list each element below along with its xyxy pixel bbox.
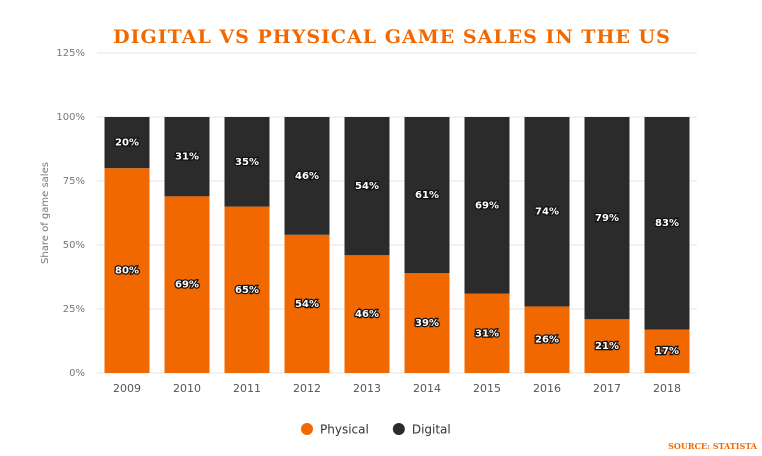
bar-segment [584, 117, 630, 320]
value-label: 74% [535, 207, 559, 218]
legend-marker [392, 423, 405, 435]
bar-segment [404, 117, 450, 274]
value-label: 21% [595, 341, 619, 352]
value-label: 26% [535, 335, 559, 346]
bar-segment [164, 117, 210, 197]
value-label: 35% [235, 157, 259, 168]
value-label: 17% [655, 346, 679, 357]
bar-segment [464, 117, 510, 294]
bar-segment [284, 117, 330, 235]
bar-segment [344, 117, 390, 256]
bar-segment [404, 273, 450, 373]
value-label: 83% [655, 218, 679, 229]
value-label: 54% [295, 299, 319, 310]
x-tick-label: 2016 [533, 382, 561, 395]
source: SOURCE: STATISTA [668, 441, 758, 451]
value-label: 31% [475, 328, 499, 339]
y-tick-label: 50% [63, 240, 85, 251]
x-tick-label: 2013 [353, 382, 381, 395]
legend-marker [301, 423, 313, 435]
value-label: 46% [355, 309, 379, 320]
bar-segment [224, 117, 270, 207]
bar-segment [104, 168, 150, 373]
bar-segment [524, 117, 570, 307]
y-tick-label: 25% [63, 304, 85, 315]
bar-segment [524, 306, 570, 373]
bar-segment [284, 234, 330, 373]
y-tick-label: 75% [63, 176, 85, 187]
bar-segment [644, 117, 690, 330]
y-axis-label: Share of game sales [40, 162, 51, 264]
y-tick-label: 125% [56, 48, 85, 59]
value-label: 54% [355, 181, 379, 192]
x-tick-label: 2012 [293, 382, 321, 395]
x-tick-label: 2011 [233, 382, 261, 395]
legend-label: Physical [320, 423, 369, 437]
y-tick-label: 100% [56, 112, 85, 123]
bar-segment [464, 293, 510, 373]
bar-segment [584, 319, 630, 373]
x-tick-label: 2014 [413, 382, 441, 395]
value-label: 79% [595, 213, 619, 224]
value-label: 20% [115, 138, 139, 149]
x-tick-label: 2018 [653, 382, 681, 395]
value-label: 80% [115, 266, 139, 277]
value-label: 39% [415, 318, 439, 329]
bar-segment [344, 255, 390, 373]
x-tick-label: 2010 [173, 382, 201, 395]
legend-label: Digital [412, 423, 451, 437]
value-label: 31% [175, 152, 199, 163]
y-tick-label: 0% [69, 368, 85, 379]
bar-segment [224, 206, 270, 373]
value-label: 69% [175, 280, 199, 291]
x-tick-label: 2017 [593, 382, 621, 395]
bar-segment [164, 196, 210, 373]
value-label: 65% [235, 285, 259, 296]
bar-segment [644, 329, 690, 373]
value-label: 61% [415, 190, 439, 201]
x-tick-label: 2015 [473, 382, 501, 395]
value-label: 46% [295, 171, 319, 182]
x-tick-label: 2009 [113, 382, 141, 395]
value-label: 69% [475, 200, 499, 211]
bar-segment [104, 117, 150, 169]
chart-title: DIGITAL VS PHYSICAL GAME SALES IN THE US [113, 26, 671, 48]
